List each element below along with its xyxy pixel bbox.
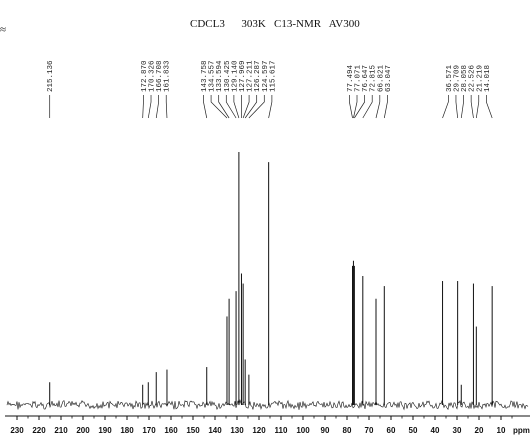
x-tick-label: 60 <box>387 426 396 435</box>
peak-connector <box>354 95 365 119</box>
peak-connector <box>244 95 258 119</box>
peak-lines <box>49 152 493 405</box>
peak-connector <box>248 95 265 119</box>
peak-label: 134.557 <box>209 60 217 92</box>
peak-label: 130.425 <box>224 60 232 92</box>
x-tick-label: 50 <box>409 426 418 435</box>
peak-label: 215.136 <box>47 60 55 92</box>
spectrum-title: CDCL3 303K C13-NMR AV300 <box>190 18 360 30</box>
x-tick-label: 160 <box>164 426 178 435</box>
peak-connector <box>383 95 388 119</box>
peak-label: 172.870 <box>141 60 149 92</box>
baseline-noise <box>6 399 529 411</box>
peak-connector <box>442 95 449 119</box>
peak-label-layer: 215.136 172.870 170.326 166.708 161.833 143.7… <box>47 60 492 92</box>
peak-label: 77.071 <box>355 64 363 92</box>
peak-label: 21.219 <box>476 65 484 92</box>
peak-connector <box>460 95 464 119</box>
peak-label: 127.211 <box>247 60 255 92</box>
x-tick-label: 90 <box>321 426 330 435</box>
peak-connector <box>233 95 240 119</box>
peak-label: 124.597 <box>262 60 270 92</box>
x-axis-unit-label: ppm <box>513 426 530 435</box>
peak-label: 143.758 <box>201 60 209 92</box>
x-tick-label: 100 <box>296 426 310 435</box>
peak-label: 77.494 <box>347 64 355 92</box>
x-tick-label: 140 <box>208 426 222 435</box>
peak-connector <box>242 95 250 119</box>
peak-connector <box>165 95 168 119</box>
peak-connector <box>155 95 159 119</box>
peak-label: 76.647 <box>362 65 370 92</box>
peak-label: 127.969 <box>239 60 247 92</box>
x-tick-label: 190 <box>98 426 112 435</box>
x-tick-label: 70 <box>365 426 374 435</box>
x-tick-label: 170 <box>142 426 156 435</box>
peak-label: 161.833 <box>164 60 172 92</box>
baseline-noise-trace <box>6 399 529 411</box>
peak-connector <box>210 95 228 119</box>
peak-label: 166.708 <box>156 60 164 92</box>
corner-mark-glyph: ≈ <box>0 24 6 36</box>
peak-connector <box>486 95 493 119</box>
peak-connector <box>268 95 273 119</box>
x-tick-label: 200 <box>76 426 90 435</box>
x-tick-label: 180 <box>120 426 134 435</box>
peak-label: 66.821 <box>377 64 385 92</box>
x-tick-label: 80 <box>343 426 352 435</box>
peak-label: 126.287 <box>254 60 262 92</box>
x-tick-label: 40 <box>431 426 440 435</box>
x-tick-label: 10 <box>497 426 506 435</box>
peak-label: 63.047 <box>385 65 393 92</box>
x-tick-label: 230 <box>10 426 24 435</box>
peak-connector-layer <box>49 95 493 119</box>
peak-connector <box>475 95 480 119</box>
peak-label: 170.326 <box>149 60 157 92</box>
peak-label: 72.815 <box>370 64 378 92</box>
x-tick-label: 150 <box>186 426 200 435</box>
peak-connector <box>218 95 230 119</box>
x-tick-label: 120 <box>252 426 266 435</box>
peak-connector <box>375 95 381 119</box>
x-tick-label: 30 <box>453 426 462 435</box>
peak-connector <box>147 95 152 119</box>
peak-connector <box>349 95 353 119</box>
peak-label: 14.018 <box>484 65 492 92</box>
x-tick-label: 20 <box>475 426 484 435</box>
peak-connector <box>455 95 458 119</box>
x-tick-label: 130 <box>230 426 244 435</box>
peak-label: 36.571 <box>446 64 454 92</box>
x-tick-label: 210 <box>54 426 68 435</box>
x-tick-label: 220 <box>32 426 46 435</box>
peak-connector <box>362 95 373 119</box>
peak-label: 22.526 <box>469 64 477 92</box>
peak-connector <box>353 95 358 119</box>
peak-label: 133.594 <box>216 60 224 92</box>
peak-connector <box>203 95 208 119</box>
peak-connector <box>470 95 474 119</box>
peak-label: 28.058 <box>461 65 469 92</box>
peak-label: 115.617 <box>269 60 277 92</box>
peak-connector <box>142 95 144 119</box>
peak-connector <box>225 95 237 119</box>
x-axis-ticks: 230 220 210 200 190 180 170 160 150 140 130 120 110 1… <box>10 416 513 435</box>
peak-label: 129.140 <box>231 60 239 92</box>
peak-label: 29.709 <box>453 65 461 92</box>
x-tick-label: 110 <box>275 426 288 435</box>
